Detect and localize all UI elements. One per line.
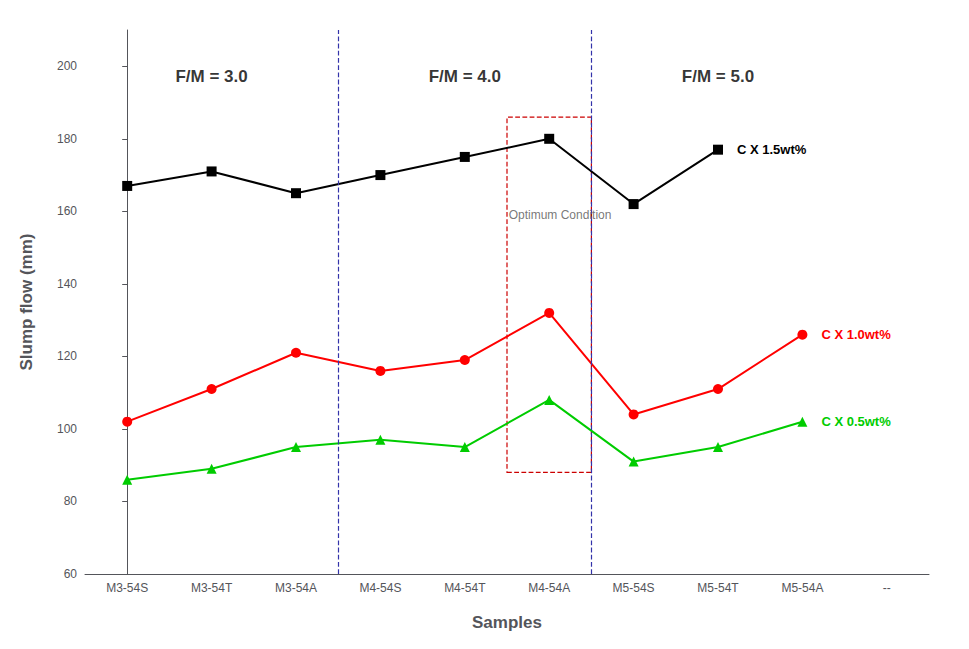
svg-text:Optimum Condition: Optimum Condition	[509, 208, 612, 222]
svg-text:C X 1.5wt%: C X 1.5wt%	[737, 142, 807, 157]
svg-text:160: 160	[57, 204, 77, 218]
svg-text:Slump flow (mm): Slump flow (mm)	[17, 234, 36, 371]
svg-text:F/M = 3.0: F/M = 3.0	[175, 67, 247, 86]
svg-text:M5-54A: M5-54A	[781, 581, 823, 595]
svg-text:M3-54S: M3-54S	[106, 581, 148, 595]
svg-text:180: 180	[57, 132, 77, 146]
svg-text:M3-54T: M3-54T	[191, 581, 233, 595]
svg-text:60: 60	[64, 567, 78, 581]
svg-text:C X 1.0wt%: C X 1.0wt%	[821, 327, 891, 342]
svg-text:100: 100	[57, 422, 77, 436]
svg-text:M5-54T: M5-54T	[697, 581, 739, 595]
svg-text:M3-54A: M3-54A	[275, 581, 317, 595]
svg-text:--: --	[883, 581, 891, 595]
svg-text:80: 80	[64, 494, 78, 508]
svg-text:Samples: Samples	[472, 613, 542, 632]
svg-text:F/M = 5.0: F/M = 5.0	[682, 67, 754, 86]
svg-text:M4-54S: M4-54S	[359, 581, 401, 595]
svg-text:M5-54S: M5-54S	[613, 581, 655, 595]
svg-text:F/M = 4.0: F/M = 4.0	[429, 67, 501, 86]
svg-text:C X 0.5wt%: C X 0.5wt%	[821, 414, 891, 429]
svg-text:140: 140	[57, 277, 77, 291]
svg-text:200: 200	[57, 59, 77, 73]
svg-text:M4-54A: M4-54A	[528, 581, 570, 595]
svg-text:120: 120	[57, 349, 77, 363]
svg-text:M4-54T: M4-54T	[444, 581, 486, 595]
